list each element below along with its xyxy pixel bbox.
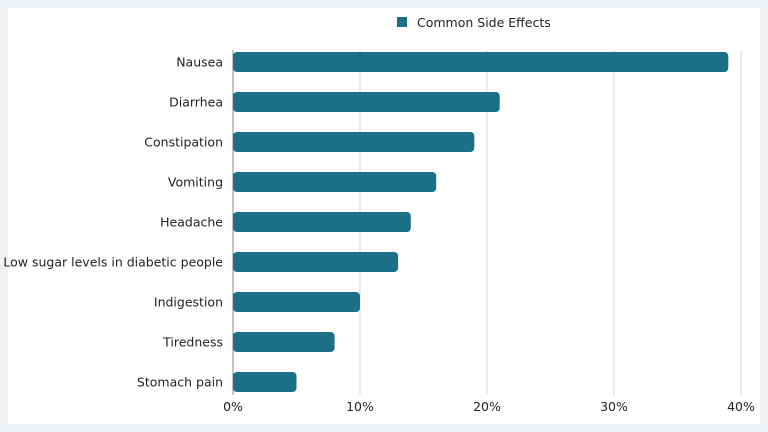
bar	[233, 172, 437, 192]
bar	[233, 92, 500, 112]
bar	[233, 212, 411, 232]
bar	[233, 52, 729, 72]
bar	[233, 332, 335, 352]
legend-label: Common Side Effects	[417, 15, 551, 30]
category-label: Headache	[160, 215, 223, 230]
x-tick-label: 0%	[223, 399, 243, 414]
legend: Common Side Effects	[397, 15, 551, 30]
bar	[233, 132, 475, 152]
x-tick-label: 20%	[473, 399, 501, 414]
x-tick-label: 40%	[727, 399, 755, 414]
category-label: Stomach pain	[137, 375, 223, 390]
category-label: Diarrhea	[169, 95, 223, 110]
category-label: Constipation	[144, 135, 223, 150]
category-label: Vomiting	[168, 175, 223, 190]
category-label: Nausea	[176, 55, 223, 70]
category-label: Indigestion	[154, 295, 223, 310]
bar	[233, 372, 297, 392]
x-tick-label: 10%	[346, 399, 374, 414]
bar	[233, 292, 360, 312]
category-label: Low sugar levels in diabetic people	[3, 255, 223, 270]
legend-swatch	[397, 17, 407, 27]
category-label: Tiredness	[162, 335, 223, 350]
x-tick-label: 30%	[600, 399, 628, 414]
bar	[233, 252, 399, 272]
